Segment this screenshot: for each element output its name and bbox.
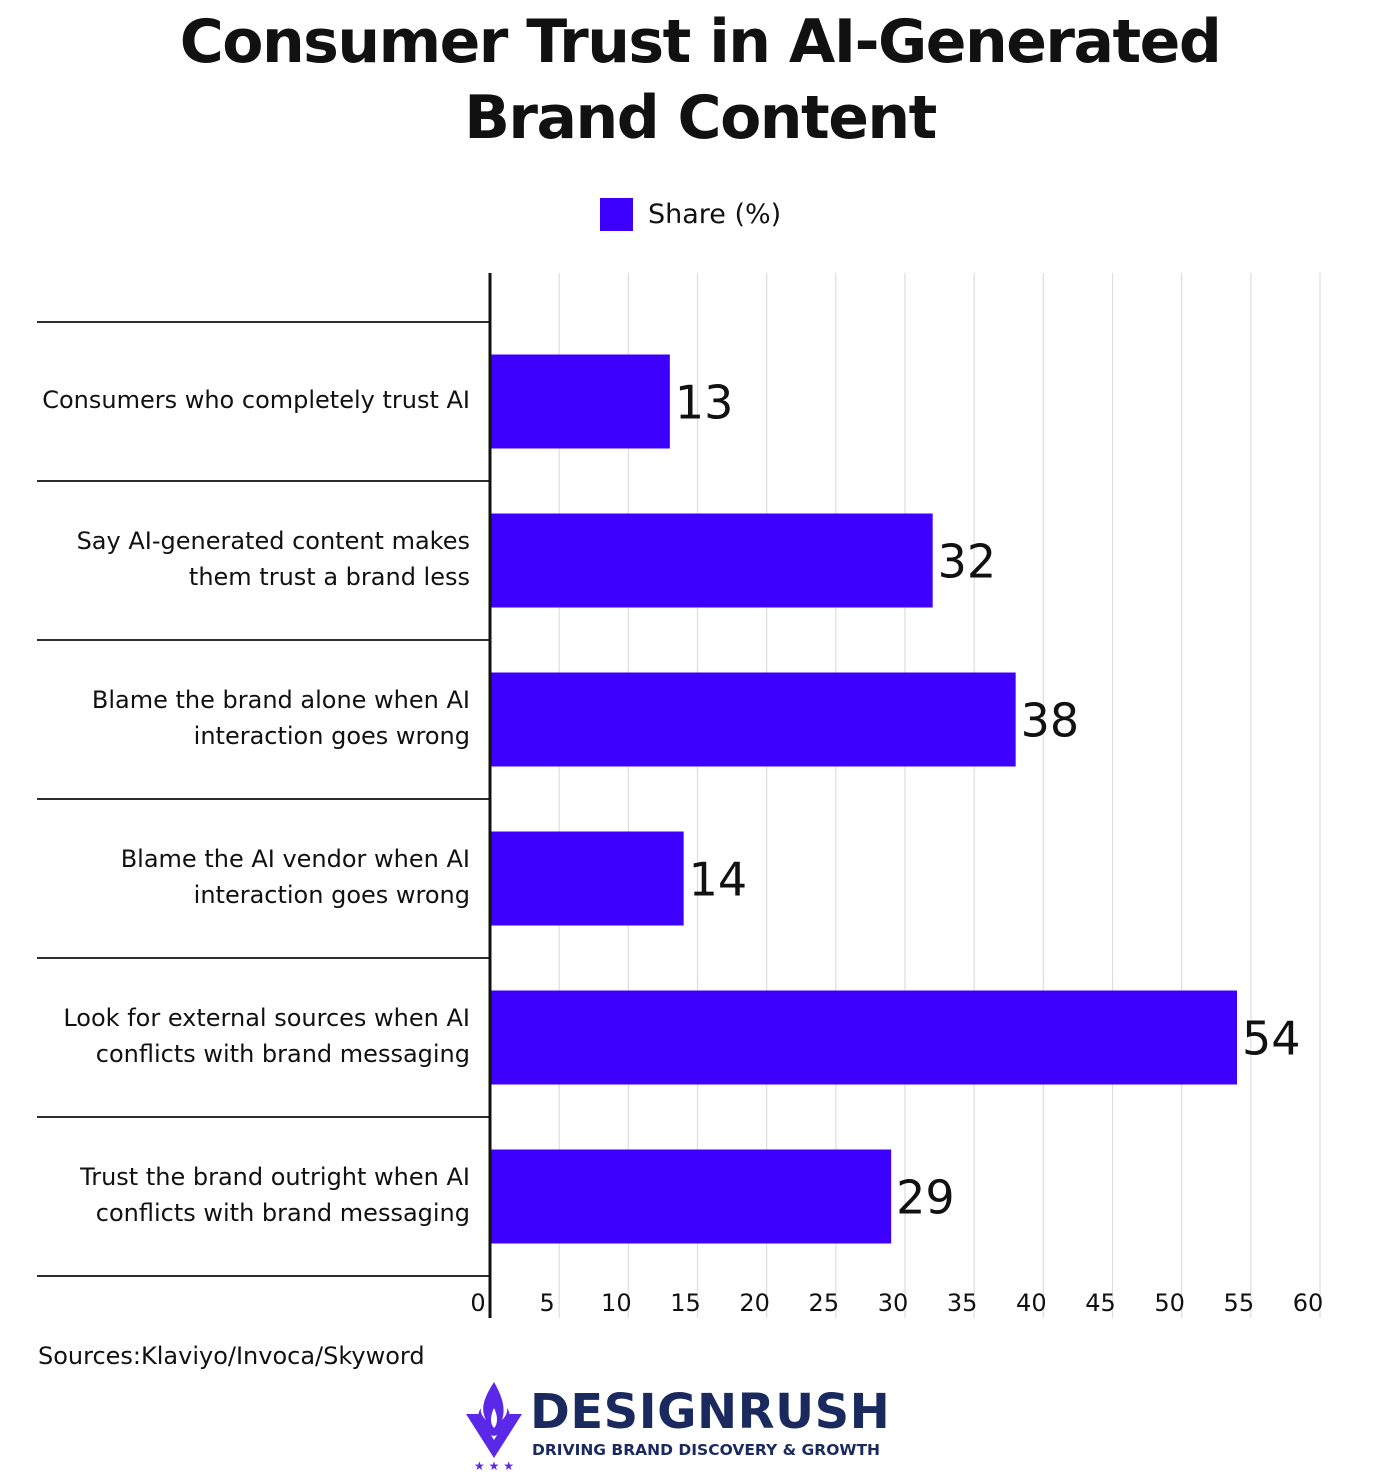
flame-shield-icon: ★ ★ ★ (466, 1382, 522, 1473)
category-label: Consumers who completely trust AI (20, 382, 470, 418)
x-tick-label: 60 (1293, 1289, 1324, 1317)
bar (490, 831, 684, 926)
x-tick-label: 0 (470, 1289, 485, 1317)
category-label-line: Blame the brand alone when AI (91, 685, 470, 714)
bar-value-label: 32 (938, 535, 997, 589)
bar-value-label: 14 (689, 853, 748, 907)
x-tick-label: 25 (809, 1289, 840, 1317)
bar (490, 1149, 892, 1244)
category-label-line: interaction goes wrong (193, 880, 470, 909)
x-tick-label: 55 (1224, 1289, 1255, 1317)
category-label-line: conflicts with brand messaging (95, 1039, 470, 1068)
bar-value-label: 13 (675, 376, 734, 430)
x-tick-label: 50 (1154, 1289, 1185, 1317)
category-label-line: Look for external sources when AI (63, 1003, 470, 1032)
chart-title-line-2: Brand Content (464, 83, 937, 153)
source-note: Sources:Klaviyo/Invoca/Skyword (38, 1342, 425, 1370)
category-label: Blame the AI vendor when AI interaction g… (20, 841, 470, 913)
x-tick-label: 5 (540, 1289, 555, 1317)
chart-title-line-1: Consumer Trust in AI-Generated (179, 7, 1222, 77)
category-label-line: Consumers who completely trust AI (42, 385, 470, 414)
legend-swatch (600, 197, 633, 231)
category-label-line: Say AI-generated content makes (76, 526, 470, 555)
x-tick-label: 15 (670, 1289, 701, 1317)
x-tick-label: 30 (878, 1289, 909, 1317)
category-label-line: Trust the brand outright when AI (80, 1162, 470, 1191)
category-label-line: interaction goes wrong (193, 721, 470, 750)
category-label: Trust the brand outright when AI conflict… (20, 1159, 470, 1231)
x-tick-label: 35 (947, 1289, 978, 1317)
designrush-logo: ★ ★ ★ DESIGNRUSH DRIVING BRAND DISCOVERY… (462, 1378, 902, 1474)
bar (490, 513, 933, 608)
x-tick-label: 20 (739, 1289, 770, 1317)
category-label: Say AI-generated content makes them trust… (20, 523, 470, 595)
x-tick-label: 45 (1085, 1289, 1116, 1317)
bar (490, 354, 670, 449)
legend: Share (%) (600, 196, 781, 232)
chart-title: Consumer Trust in AI-Generated Brand Con… (0, 4, 1400, 156)
category-label-line: Blame the AI vendor when AI (120, 844, 470, 873)
bar-value-label: 38 (1021, 694, 1080, 748)
category-label: Blame the brand alone when AI interaction… (20, 682, 470, 754)
x-tick-label: 40 (1016, 1289, 1047, 1317)
category-label-line: them trust a brand less (188, 562, 470, 591)
bar-value-label: 29 (896, 1171, 955, 1225)
logo-stars: ★ ★ ★ (474, 1459, 514, 1473)
legend-label: Share (%) (648, 198, 782, 230)
bar (490, 672, 1016, 767)
brand-tagline: DRIVING BRAND DISCOVERY & GROWTH (532, 1441, 881, 1459)
bar (490, 990, 1237, 1085)
category-label: Look for external sources when AI conflic… (20, 1000, 470, 1072)
x-tick-label: 10 (601, 1289, 632, 1317)
bar-value-label: 54 (1242, 1012, 1301, 1066)
category-label-line: conflicts with brand messaging (95, 1198, 470, 1227)
brand-name: DESIGNRUSH (530, 1384, 891, 1440)
